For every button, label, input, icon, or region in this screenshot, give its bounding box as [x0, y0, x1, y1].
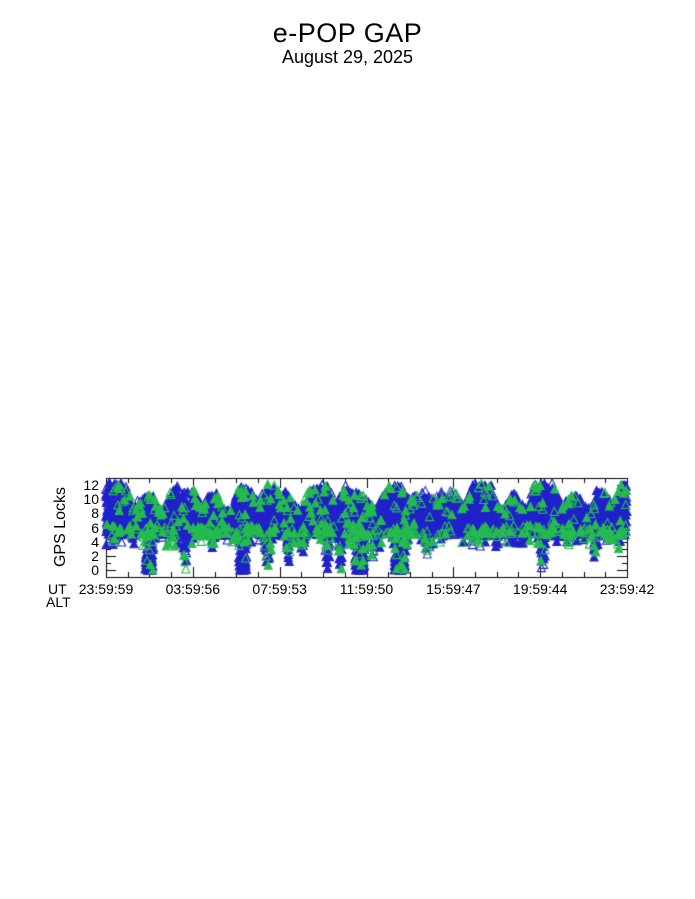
x-axis-row-label-ut: UT — [48, 581, 67, 597]
x-tick-label: 23:59:42 — [599, 581, 655, 597]
chart-title: e-POP GAP — [272, 18, 423, 48]
y-tick-label: 0 — [91, 561, 99, 578]
y-tick-label: 4 — [91, 533, 99, 550]
x-tick-label: 15:59:47 — [426, 581, 481, 597]
x-tick-label: 07:59:53 — [252, 581, 307, 597]
x-tick-label: 23:59:59 — [78, 581, 134, 597]
y-tick-label: 6 — [91, 519, 99, 536]
y-tick-label: 12 — [83, 477, 99, 494]
x-tick-label: 19:59:44 — [512, 581, 568, 597]
x-axis-row-label-alt: ALT — [46, 594, 71, 610]
x-tick-label: 11:59:50 — [339, 581, 394, 597]
y-tick-label: 10 — [83, 491, 99, 508]
chart-subtitle: August 29, 2025 — [281, 47, 414, 67]
y-tick-label: 8 — [91, 505, 99, 522]
y-tick-label: 2 — [91, 547, 99, 564]
x-tick-label: 03:59:56 — [165, 581, 221, 597]
